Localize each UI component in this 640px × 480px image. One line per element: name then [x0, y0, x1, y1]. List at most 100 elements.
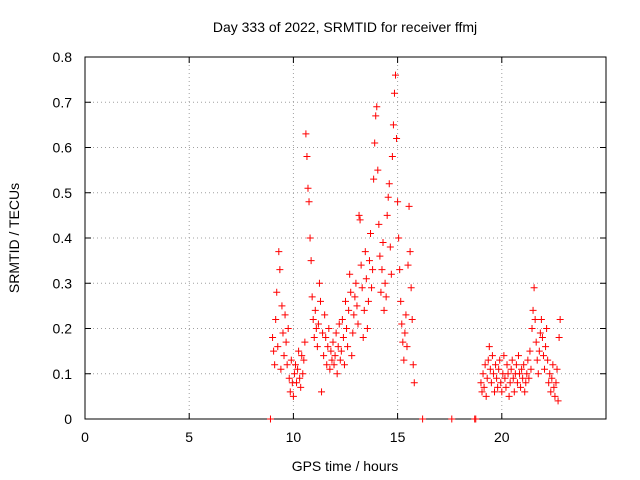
data-point — [505, 392, 513, 400]
data-point — [287, 356, 295, 364]
data-point — [519, 374, 527, 382]
data-point — [556, 315, 564, 323]
x-axis-label: GPS time / hours — [292, 458, 399, 474]
data-point — [314, 320, 322, 328]
data-point — [369, 266, 377, 274]
data-point — [533, 356, 541, 364]
data-point — [491, 388, 499, 396]
data-point — [530, 284, 538, 292]
data-point — [527, 365, 535, 373]
data-point — [553, 365, 561, 373]
y-tick-label: 0.8 — [53, 49, 73, 65]
data-point — [345, 306, 353, 314]
data-point — [335, 320, 343, 328]
data-point — [299, 370, 307, 378]
data-point — [286, 388, 294, 396]
data-point — [481, 361, 489, 369]
data-point — [514, 352, 522, 360]
data-point — [517, 383, 525, 391]
data-point — [401, 329, 409, 337]
data-point — [407, 284, 415, 292]
data-point — [266, 415, 274, 423]
data-point — [306, 234, 314, 242]
data-point — [405, 202, 413, 210]
data-point — [384, 193, 392, 201]
data-point — [479, 370, 487, 378]
data-points — [266, 71, 564, 423]
data-point — [273, 288, 281, 296]
data-point — [275, 248, 283, 256]
data-point — [382, 293, 390, 301]
data-point — [372, 112, 380, 120]
x-tick-label: 15 — [390, 429, 406, 445]
data-point — [526, 347, 534, 355]
data-point — [322, 334, 330, 342]
data-point — [528, 325, 536, 332]
data-point — [509, 374, 517, 382]
data-point — [357, 261, 365, 269]
data-point — [376, 252, 384, 260]
data-point — [353, 302, 361, 310]
data-point — [485, 343, 493, 351]
data-point — [503, 361, 511, 369]
data-point — [377, 288, 385, 296]
data-point — [365, 257, 373, 265]
data-point — [392, 71, 400, 79]
data-point — [448, 415, 456, 423]
data-point — [535, 347, 543, 355]
data-point — [486, 365, 494, 373]
y-tick-label: 0.3 — [53, 275, 73, 291]
data-point — [512, 361, 520, 369]
data-point — [327, 347, 335, 355]
data-point — [544, 356, 552, 364]
data-point — [336, 356, 344, 364]
data-point — [408, 315, 416, 323]
data-point — [371, 139, 379, 147]
data-point — [280, 352, 288, 360]
data-point — [294, 365, 302, 373]
data-point — [551, 392, 559, 400]
data-point — [318, 388, 326, 396]
data-point — [493, 374, 501, 382]
data-point — [534, 370, 542, 378]
data-point — [495, 365, 503, 373]
data-point — [355, 211, 363, 219]
data-point — [332, 329, 340, 337]
data-point — [309, 315, 317, 323]
data-point — [282, 338, 290, 346]
data-point — [398, 320, 406, 328]
data-point — [488, 352, 496, 360]
data-point — [362, 275, 370, 283]
data-point — [523, 370, 531, 378]
data-point — [537, 315, 545, 323]
data-point — [373, 103, 381, 111]
data-point — [383, 211, 391, 219]
data-point — [279, 329, 287, 337]
data-point — [308, 293, 316, 301]
data-point — [354, 320, 362, 328]
data-point — [480, 383, 488, 391]
data-point — [338, 315, 346, 323]
x-tick-label: 0 — [81, 429, 89, 445]
data-point — [375, 220, 383, 228]
data-point — [285, 374, 293, 382]
data-point — [304, 184, 312, 192]
data-point — [316, 297, 324, 305]
data-point — [545, 379, 553, 387]
data-point — [311, 306, 319, 314]
axis-ticks: 0 5 10 15 20 0 0.1 0.2 0.3 0.4 0.5 0.6 0.7 0.8 — [53, 49, 606, 445]
data-point — [498, 388, 506, 396]
data-point — [542, 343, 550, 351]
data-point — [406, 248, 414, 256]
y-tick-label: 0 — [64, 411, 72, 427]
data-point — [502, 383, 510, 391]
data-point — [334, 343, 342, 351]
y-axis-label: SRMTID / TECUs — [6, 183, 22, 293]
data-point — [549, 361, 557, 369]
data-point — [315, 279, 323, 287]
data-point — [380, 306, 388, 314]
data-point — [507, 365, 515, 373]
data-point — [293, 379, 301, 387]
data-point — [487, 379, 495, 387]
data-point — [521, 388, 529, 396]
